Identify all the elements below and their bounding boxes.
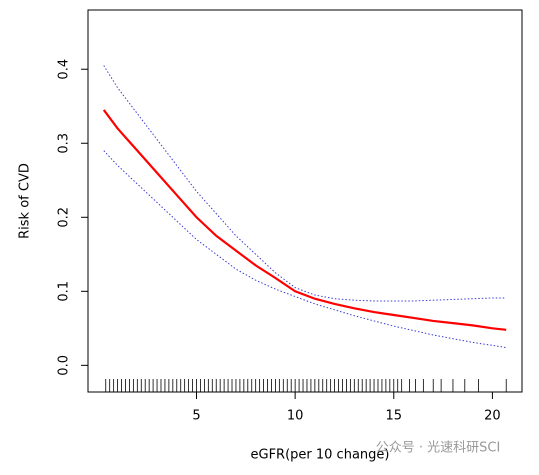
x-tick-label: 20 <box>484 409 501 424</box>
series-line <box>103 65 507 302</box>
y-tick-label: 0.0 <box>57 355 72 376</box>
x-axis-label: eGFR(per 10 change) <box>251 448 390 463</box>
x-tick-label: 15 <box>385 409 402 424</box>
series-line <box>102 109 507 331</box>
x-tick-label: 10 <box>287 409 304 424</box>
y-axis-label: Risk of CVD <box>18 163 33 239</box>
y-tick-label: 0.2 <box>57 207 72 228</box>
y-tick-label: 0.3 <box>57 133 72 154</box>
plot-frame <box>87 9 523 393</box>
x-tick-label: 5 <box>192 409 200 424</box>
y-tick-label: 0.1 <box>57 281 72 302</box>
watermark: 公众号 · 光速科研SCI <box>376 441 501 456</box>
series-line <box>103 150 507 349</box>
y-tick-label: 0.4 <box>57 59 72 80</box>
